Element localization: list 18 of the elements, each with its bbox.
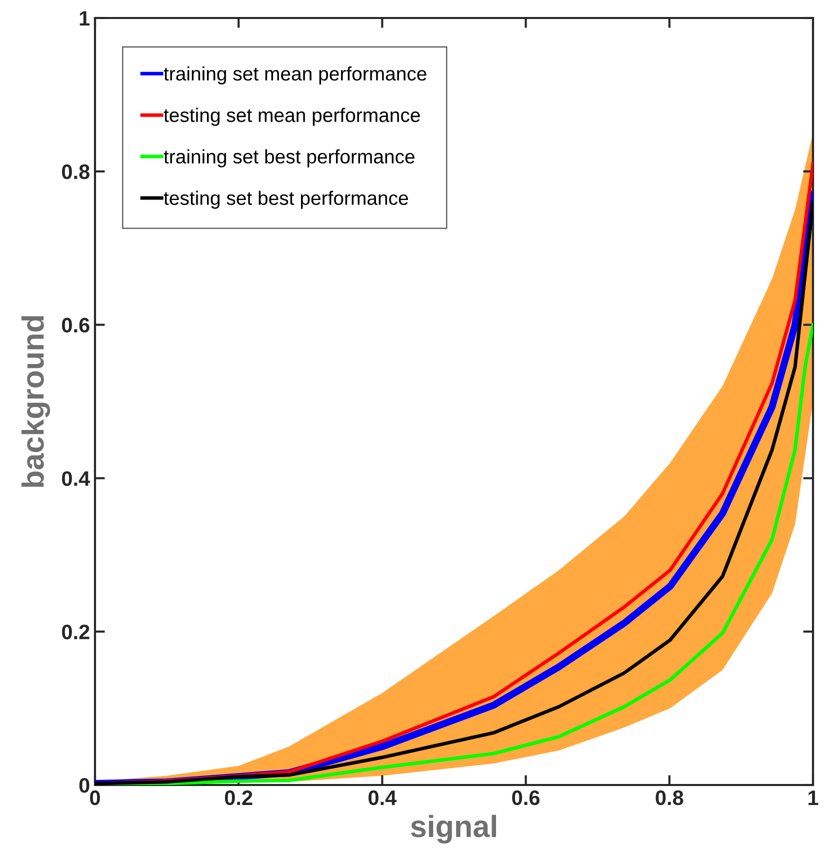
y-tick-label: 0.8: [62, 164, 90, 180]
y-tick-label: 0: [79, 778, 90, 793]
x-tick-label: 0.6: [512, 790, 540, 806]
y-axis-title: background: [21, 316, 50, 487]
y-tick-label: 0.4: [62, 471, 90, 486]
y-tick-label: 0.2: [62, 624, 90, 640]
y-tick-label: 1: [80, 11, 90, 26]
legend-label: training set mean performance: [164, 66, 426, 84]
x-tick-label: 1: [808, 790, 818, 805]
legend-label: testing set mean performance: [164, 108, 420, 126]
legend-label: testing set best performance: [164, 190, 408, 209]
x-tick-label: 0.8: [656, 790, 684, 806]
x-axis-title: signal: [410, 814, 496, 844]
x-tick-label: 0.4: [368, 790, 397, 806]
y-tick-label: 0.6: [62, 318, 90, 333]
x-tick-label: 0.2: [224, 790, 252, 806]
x-tick-label: 0: [90, 790, 100, 806]
legend-label: training set best performance: [164, 149, 414, 168]
